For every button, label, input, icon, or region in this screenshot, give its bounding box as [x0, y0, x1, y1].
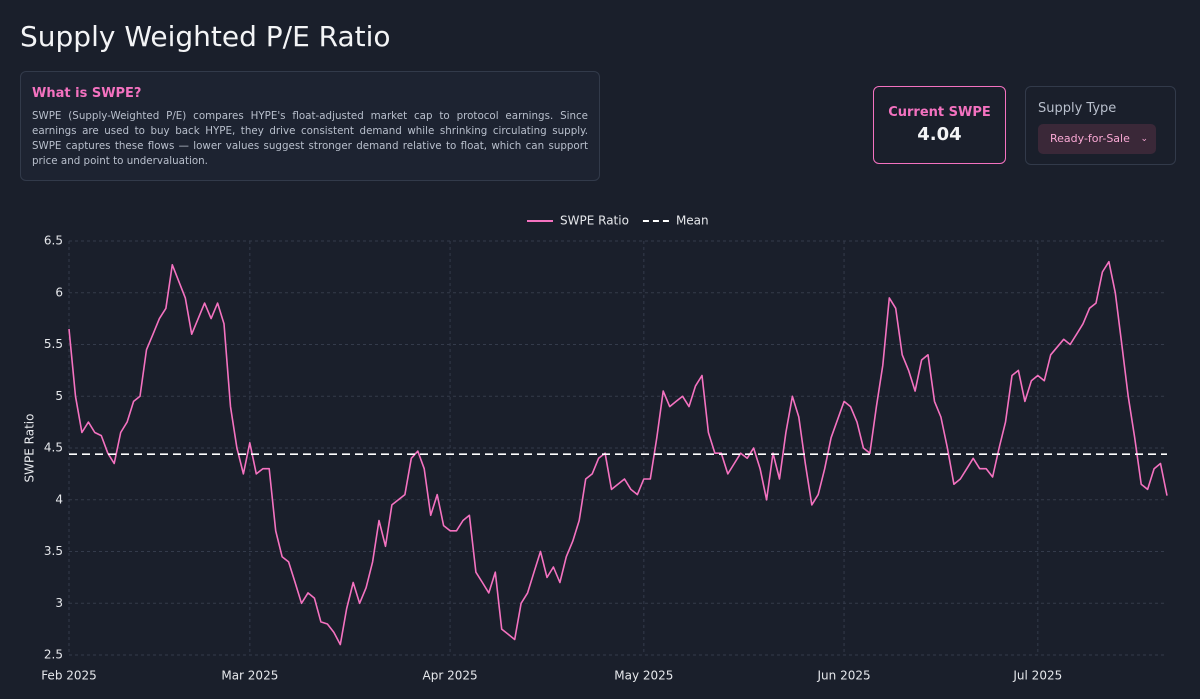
y-tick-label: 2.5	[44, 648, 63, 662]
x-tick-label: Apr 2025	[423, 669, 478, 683]
chevron: ⌄	[1140, 134, 1148, 144]
y-tick-label: 4.5	[44, 441, 63, 455]
y-axis-label: SWPE Ratio	[23, 414, 37, 483]
x-tick-label: Feb 2025	[41, 669, 97, 683]
y-tick-label: 5.5	[44, 337, 63, 351]
series-line	[68, 260, 1168, 646]
y-tick-label: 5	[55, 389, 63, 403]
supply-card: Supply Type Ready-for-Sale ⌄	[1025, 86, 1176, 165]
y-tick-label: 6	[55, 285, 63, 299]
info-box: What is SWPE? SWPE (Supply-Weighted P/E)…	[20, 71, 600, 181]
page-title: Supply Weighted P/E Ratio	[20, 20, 391, 53]
dropdown-value: Ready-for-Sale	[1050, 132, 1130, 145]
y-tick-label: 6.5	[44, 234, 63, 248]
current-label: Current SWPE	[888, 105, 991, 120]
x-tick-label: Mar 2025	[221, 669, 278, 683]
current-card: Current SWPE 4.04	[873, 86, 1006, 164]
y-tick-label: 3.5	[44, 544, 63, 558]
y-tick-label: 4	[55, 492, 63, 506]
x-tick-label: May 2025	[614, 669, 673, 683]
legend-label: Mean	[676, 214, 709, 228]
x-tick-label: Jun 2025	[817, 669, 871, 683]
info-title: What is SWPE?	[32, 86, 142, 101]
supply-dropdown[interactable]: Ready-for-Sale ⌄	[1038, 124, 1156, 154]
y-tick-label: 3	[55, 596, 63, 610]
legend-label: SWPE Ratio	[560, 214, 629, 228]
info-text: SWPE (Supply-Weighted P/E) compares HYPE…	[32, 110, 588, 167]
x-tick-label: Jul 2025	[1012, 669, 1062, 683]
supply-label: Supply Type	[1038, 101, 1117, 116]
current-value: 4.04	[917, 124, 962, 145]
